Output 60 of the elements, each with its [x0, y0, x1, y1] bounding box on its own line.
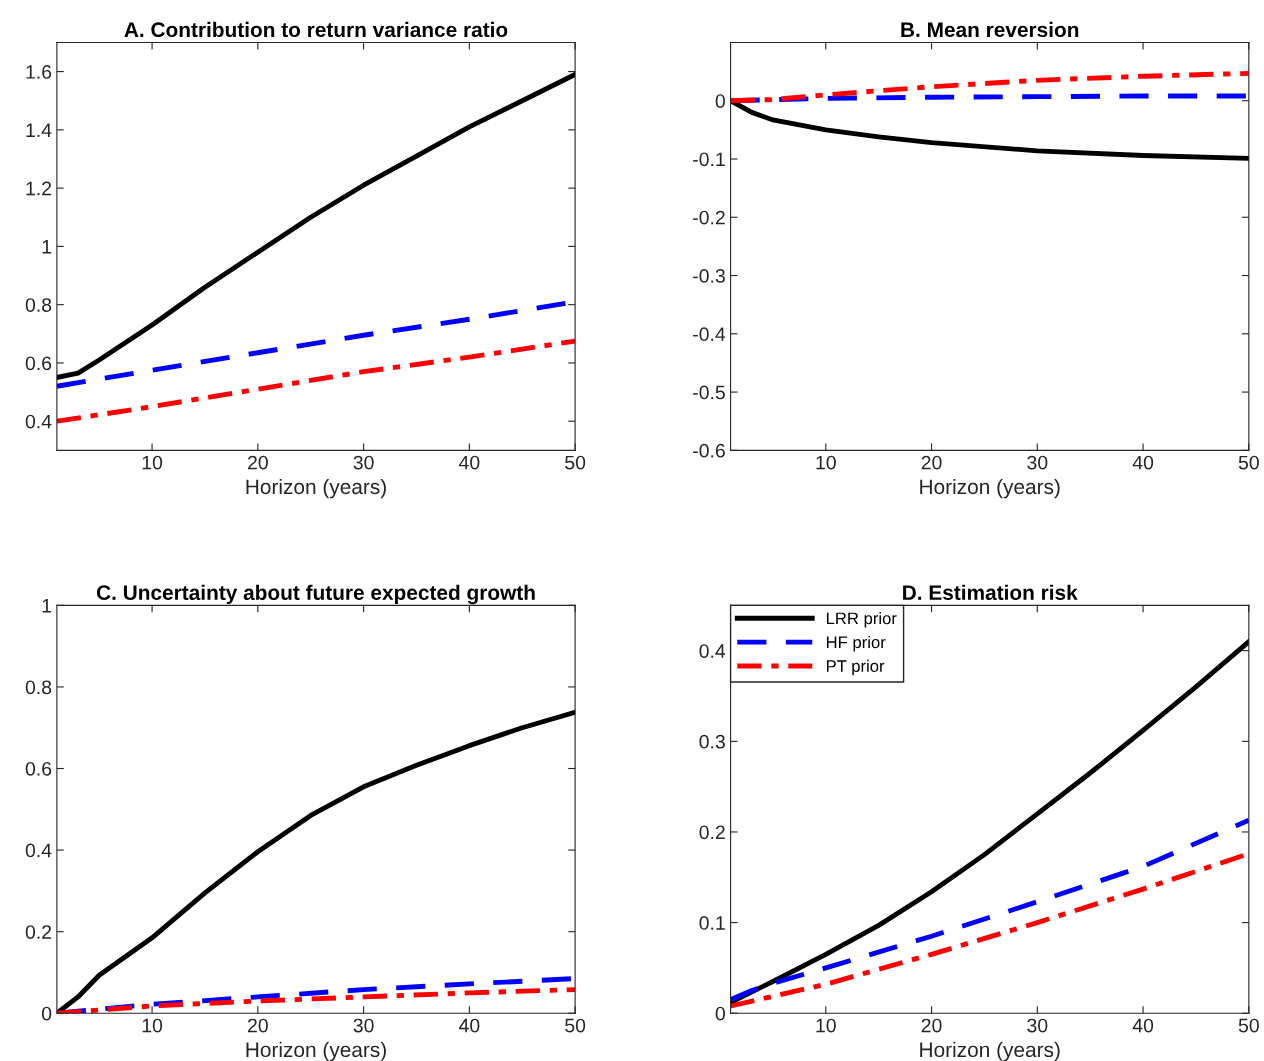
- x-tick-label: 20: [921, 455, 942, 470]
- y-tick-label: -0.3: [693, 269, 725, 283]
- x-tick-label: 50: [565, 455, 586, 470]
- chart-title: B. Mean reversion: [901, 21, 1079, 38]
- y-tick-label: 0.6: [25, 356, 52, 371]
- y-tick-label: -0.2: [693, 210, 725, 225]
- y-tick-label: -0.6: [693, 443, 725, 458]
- y-tick-label: 0.8: [25, 298, 52, 312]
- x-axis-title: Horizon (years): [920, 1041, 1060, 1061]
- line-series: [56, 72, 576, 380]
- line-series: [730, 817, 1249, 1003]
- y-tick-label: 1: [42, 240, 52, 254]
- x-tick-label: 30: [353, 455, 374, 470]
- chart-title: D. Estimation risk: [903, 584, 1078, 600]
- y-tick-label: 1.6: [26, 65, 52, 79]
- y-tick-label: -0.5: [693, 385, 725, 400]
- y-tick-label: 0.4: [25, 414, 52, 429]
- chart-title: A. Contribution to return variance ratio: [124, 21, 508, 38]
- legend-label: PT prior: [826, 659, 885, 676]
- x-tick-label: 30: [1027, 455, 1048, 470]
- x-axis-title: Horizon (years): [246, 478, 386, 499]
- y-tick-label: -0.1: [693, 152, 725, 167]
- x-tick-label: 10: [816, 1018, 836, 1033]
- legend-label: HF prior: [826, 635, 886, 652]
- legend-label: LRR prior: [826, 612, 897, 628]
- x-tick-label: 20: [248, 1018, 268, 1033]
- chart-title: C. Uncertainty about future expected growth: [96, 584, 535, 605]
- line-series: [730, 70, 1249, 104]
- x-tick-label: 30: [1027, 1018, 1048, 1033]
- y-tick-label: 0.6: [25, 761, 52, 776]
- y-tick-label: 0.2: [25, 925, 52, 939]
- x-tick-label: 40: [458, 1018, 480, 1033]
- y-tick-label: 0.3: [699, 734, 725, 749]
- y-tick-label: 1.4: [26, 123, 52, 137]
- x-tick-label: 40: [1132, 1018, 1154, 1033]
- x-tick-label: 10: [142, 1018, 163, 1033]
- y-tick-label: 0: [715, 1006, 725, 1021]
- x-tick-label: 20: [248, 455, 268, 470]
- x-tick-label: 20: [921, 1018, 942, 1033]
- x-axis-title: Horizon (years): [920, 478, 1060, 499]
- y-tick-label: 0.4: [25, 843, 52, 858]
- x-tick-label: 50: [1238, 455, 1259, 470]
- y-tick-label: 0.1: [699, 916, 725, 930]
- y-tick-label: -0.4: [693, 327, 726, 342]
- x-tick-label: 50: [565, 1018, 586, 1033]
- x-tick-label: 40: [1132, 455, 1154, 470]
- y-tick-label: 1.2: [26, 181, 52, 196]
- y-tick-label: 0.4: [699, 644, 726, 658]
- x-tick-label: 30: [353, 1018, 374, 1033]
- x-tick-label: 10: [816, 455, 836, 470]
- y-tick-label: 0.8: [25, 680, 52, 695]
- x-tick-label: 50: [1238, 1018, 1259, 1033]
- y-tick-label: 0.2: [699, 825, 725, 840]
- y-tick-label: 1: [42, 599, 52, 613]
- x-axis-title: Horizon (years): [246, 1041, 386, 1061]
- y-tick-label: 0: [715, 94, 725, 108]
- line-series: [56, 338, 576, 424]
- y-tick-label: 0: [41, 1006, 52, 1021]
- x-tick-label: 40: [458, 455, 480, 470]
- x-tick-label: 10: [142, 455, 163, 470]
